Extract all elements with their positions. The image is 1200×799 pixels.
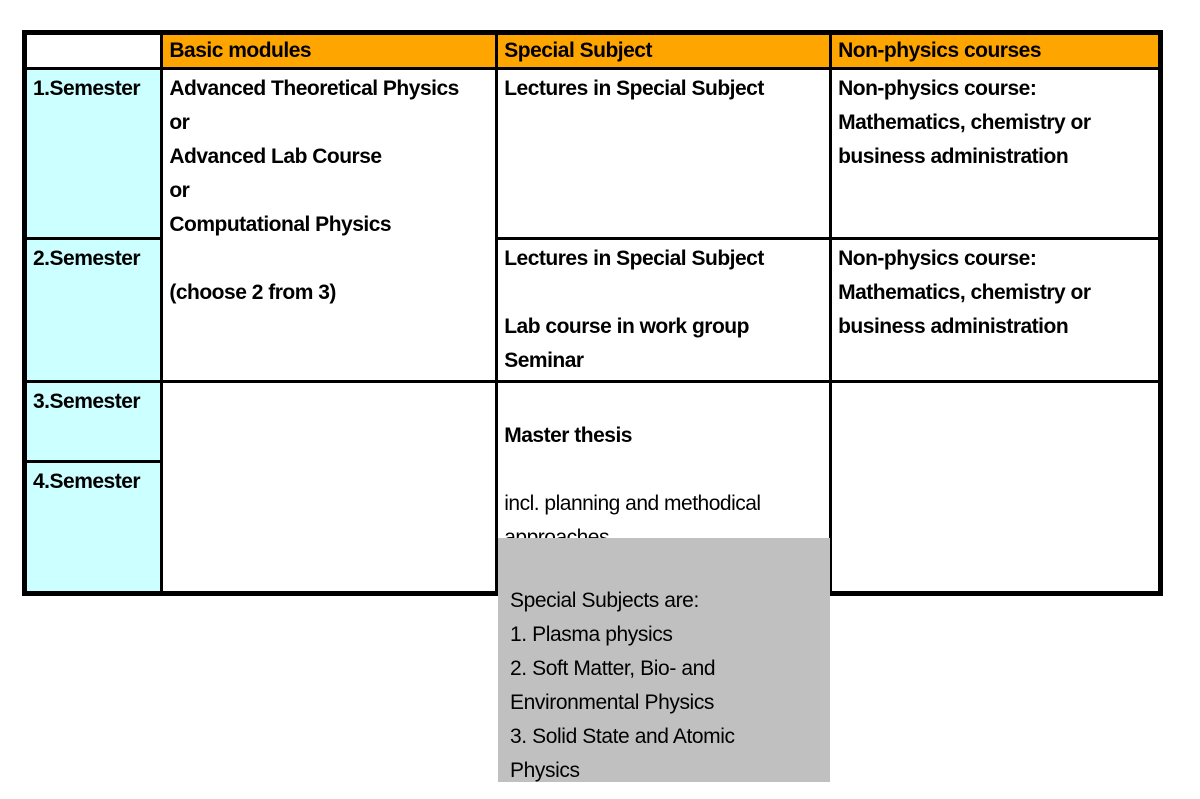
header-row: Basic modules Special Subject Non-physic… bbox=[22, 31, 1162, 70]
row-semester-1: 1.Semester Advanced Theoretical Physics … bbox=[22, 67, 1162, 383]
row-header-semester-3: 3.Semester bbox=[22, 379, 164, 464]
cell-non-physics-sem1: Non-physics course: Mathematics, chemist… bbox=[829, 67, 1162, 240]
cell-non-physics-sem2: Non-physics course: Mathematics, chemist… bbox=[829, 237, 1162, 383]
header-basic-modules: Basic modules bbox=[160, 31, 499, 70]
cell-special-subject-sem2: Lectures in Special Subject Lab course i… bbox=[495, 237, 833, 383]
row-semester-3: 3.Semester Master thesis incl. planning … bbox=[22, 379, 1162, 595]
row-header-semester-4: 4.Semester bbox=[22, 460, 164, 595]
cell-basic-modules-sem1-2: Advanced Theoretical Physics or Advanced… bbox=[160, 67, 499, 383]
header-special-subject: Special Subject bbox=[495, 31, 833, 70]
special-subjects-note: Special Subjects are: 1. Plasma physics … bbox=[498, 538, 830, 782]
cell-non-physics-sem3-4 bbox=[829, 380, 1162, 595]
header-non-physics-courses: Non-physics courses bbox=[829, 31, 1162, 70]
header-corner-cell bbox=[22, 31, 164, 70]
row-header-semester-1: 1.Semester bbox=[22, 67, 164, 240]
cell-basic-modules-sem3-4 bbox=[160, 380, 499, 595]
cell-special-subject-sem1: Lectures in Special Subject bbox=[495, 67, 833, 240]
row-semester-2: 2.Semester Lectures in Special Subject L… bbox=[22, 237, 1162, 383]
row-semester-4: 4.Semester bbox=[22, 460, 1161, 595]
study-plan-table: Basic modules Special Subject Non-physic… bbox=[22, 30, 1163, 596]
row-header-semester-2: 2.Semester bbox=[22, 237, 164, 383]
master-thesis-title: Master thesis bbox=[504, 424, 632, 447]
